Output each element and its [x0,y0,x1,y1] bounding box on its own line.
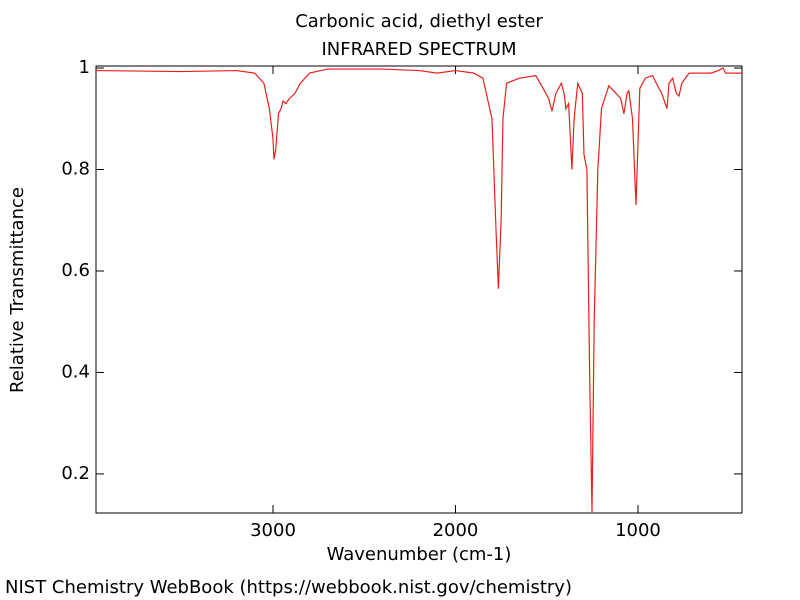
chart-subtitle: INFRARED SPECTRUM [321,39,516,60]
y-tick-label: 0.8 [61,159,90,180]
footer: NIST Chemistry WebBook (https://webbook.… [5,577,572,598]
x-tick-label: 2000 [433,520,479,541]
y-tick-label: 0.2 [61,463,90,484]
y-axis-label: Relative Transmittance [7,187,28,393]
y-tick-label: 0.4 [61,361,90,382]
chart-title: Carbonic acid, diethyl ester [295,11,543,32]
x-tick-label: 1000 [615,520,661,541]
y-tick-label: 0.6 [61,260,90,281]
x-axis-label: Wavenumber (cm-1) [327,544,512,565]
plot-frame [95,65,743,514]
y-tick-label: 1 [79,57,90,78]
x-tick-label: 3000 [250,520,296,541]
spectrum-line [96,67,742,513]
